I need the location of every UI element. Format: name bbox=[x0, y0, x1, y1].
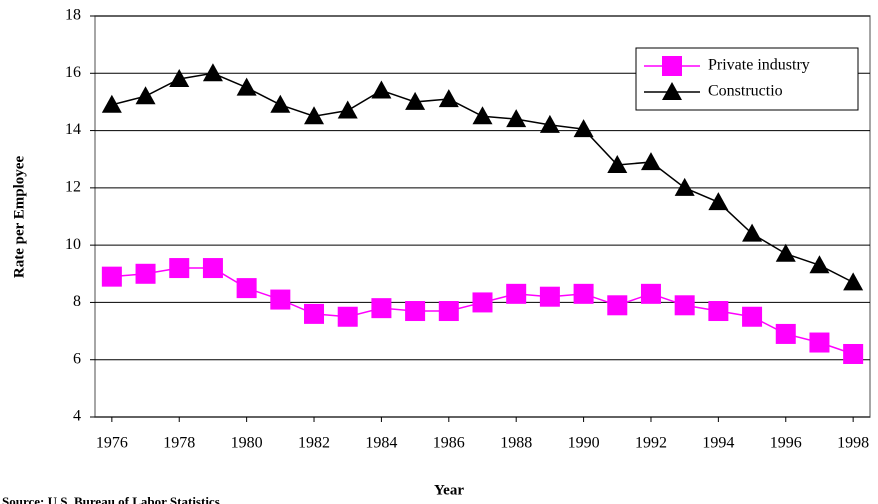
x-tick-label: 1996 bbox=[770, 435, 802, 452]
x-tick-label: 1998 bbox=[837, 435, 869, 452]
y-tick-label: 16 bbox=[65, 64, 81, 81]
x-tick-label: 1994 bbox=[702, 435, 734, 452]
data-point bbox=[640, 152, 661, 171]
x-tick-label: 1992 bbox=[635, 435, 667, 452]
data-point bbox=[607, 295, 628, 316]
data-point bbox=[304, 106, 325, 125]
y-tick-label: 12 bbox=[65, 179, 81, 196]
legend-label: Private industry bbox=[708, 57, 810, 74]
data-point bbox=[169, 69, 190, 88]
data-point bbox=[135, 86, 156, 105]
data-point bbox=[202, 258, 223, 279]
data-point bbox=[506, 109, 527, 128]
data-point bbox=[337, 100, 358, 119]
data-point bbox=[438, 89, 459, 108]
data-point bbox=[809, 332, 830, 353]
data-point bbox=[472, 292, 493, 313]
data-point bbox=[775, 323, 796, 344]
data-point bbox=[607, 154, 628, 173]
data-point bbox=[270, 94, 291, 113]
data-point bbox=[169, 258, 190, 279]
legend-label: Constructio bbox=[708, 83, 783, 100]
data-point bbox=[708, 301, 729, 322]
x-tick-label: 1986 bbox=[433, 435, 465, 452]
data-point bbox=[573, 119, 594, 138]
x-tick-label: 1978 bbox=[163, 435, 195, 452]
x-tick-label: 1990 bbox=[568, 435, 600, 452]
data-point bbox=[135, 263, 156, 284]
data-point bbox=[539, 286, 560, 307]
data-point bbox=[775, 243, 796, 262]
legend-marker bbox=[662, 56, 682, 76]
data-point bbox=[674, 295, 695, 316]
data-point bbox=[843, 343, 864, 364]
x-axis-label: Year bbox=[434, 482, 464, 498]
data-point bbox=[202, 63, 223, 82]
data-point bbox=[304, 303, 325, 324]
data-point bbox=[843, 272, 864, 291]
data-point bbox=[742, 306, 763, 327]
legend-marker bbox=[662, 82, 682, 100]
data-point bbox=[472, 106, 493, 125]
source-note: Source: U.S. Bureau of Labor Statistics bbox=[2, 494, 220, 504]
x-tick-label: 1980 bbox=[231, 435, 263, 452]
data-point bbox=[506, 283, 527, 304]
y-axis-label: Rate per Employee bbox=[11, 156, 27, 279]
data-point bbox=[405, 301, 426, 322]
y-tick-label: 6 bbox=[73, 350, 81, 367]
y-tick-label: 4 bbox=[73, 408, 81, 425]
data-point bbox=[539, 114, 560, 133]
data-point bbox=[270, 289, 291, 310]
y-tick-label: 10 bbox=[65, 236, 81, 253]
x-tick-label: 1982 bbox=[298, 435, 330, 452]
data-point bbox=[101, 266, 122, 287]
x-tick-label: 1976 bbox=[96, 435, 128, 452]
data-point bbox=[337, 306, 358, 327]
y-tick-label: 18 bbox=[65, 7, 81, 24]
data-point bbox=[371, 80, 392, 99]
data-point bbox=[405, 91, 426, 110]
data-point bbox=[674, 177, 695, 196]
x-tick-label: 1984 bbox=[365, 435, 397, 452]
y-tick-label: 8 bbox=[73, 293, 81, 310]
data-point bbox=[101, 94, 122, 113]
y-tick-label: 14 bbox=[65, 121, 81, 138]
data-point bbox=[438, 301, 459, 322]
data-point bbox=[640, 283, 661, 304]
x-tick-label: 1988 bbox=[500, 435, 532, 452]
data-point bbox=[371, 298, 392, 319]
data-point bbox=[573, 283, 594, 304]
data-point bbox=[708, 192, 729, 211]
data-point bbox=[236, 278, 257, 299]
data-point bbox=[809, 255, 830, 274]
data-point bbox=[742, 223, 763, 242]
data-point bbox=[236, 77, 257, 96]
